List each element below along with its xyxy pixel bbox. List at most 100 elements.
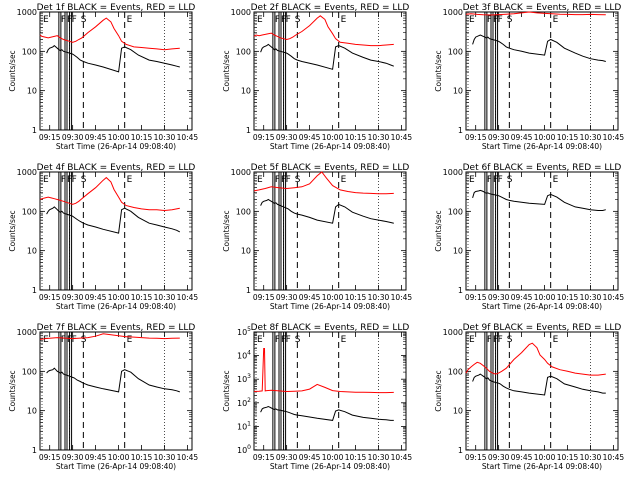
- x-tick-label: 10:00: [534, 133, 556, 142]
- x-tick-label: 09:45: [511, 133, 533, 142]
- y-tick-label: 10: [453, 247, 463, 256]
- x-tick-label: 09:30: [62, 453, 84, 462]
- y-tick-label: 103: [237, 373, 251, 384]
- y-tick-label: 1000: [17, 168, 37, 177]
- marker-letter: E: [341, 175, 347, 185]
- marker-letter: F: [275, 15, 280, 25]
- y-axis-label: Counts/sec: [434, 370, 443, 411]
- y-tick-label: 100: [22, 207, 37, 216]
- marker-letter: F: [493, 175, 498, 185]
- panel-title: Det 6f BLACK = Events, RED = LLD: [463, 163, 622, 173]
- x-tick-label: 10:15: [557, 293, 579, 302]
- marker-letter: F: [67, 175, 72, 185]
- marker-letter: F: [286, 15, 291, 25]
- detector-panel-7: Det 7f BLACK = Events, RED = LLD 1 10 100 10…: [8, 323, 198, 471]
- y-tick-label: 100: [22, 47, 37, 56]
- y-tick-label: 1000: [443, 328, 463, 337]
- y-tick-label: 1: [458, 446, 463, 455]
- series-line-lld: [465, 342, 606, 376]
- x-axis-label: Start Time (26-Apr-14 09:08:40): [482, 142, 602, 151]
- series-line-events: [260, 43, 394, 70]
- marker-letter: F: [275, 175, 280, 185]
- marker-letter: F: [61, 335, 66, 345]
- x-tick-label: 10:00: [322, 293, 344, 302]
- marker-letter: E: [127, 175, 133, 185]
- detector-panel-9: Det 9f BLACK = Events, RED = LLD 1 10 100 10…: [434, 323, 624, 471]
- y-tick-label: 1000: [443, 8, 463, 17]
- y-axis-label: Counts/sec: [8, 370, 17, 411]
- x-tick-label: 10:45: [391, 293, 413, 302]
- y-axis-label: Counts/sec: [434, 50, 443, 91]
- x-tick-label: 10:30: [368, 293, 390, 302]
- y-tick-label: 105: [237, 326, 251, 337]
- y-tick-label: 1: [32, 126, 37, 135]
- x-axis-label: Start Time (26-Apr-14 09:08:40): [56, 142, 176, 151]
- marker-letter: F: [498, 15, 503, 25]
- panel-title: Det 4f BLACK = Events, RED = LLD: [37, 163, 196, 173]
- y-tick-label: 10: [27, 87, 37, 96]
- x-tick-label: 09:30: [276, 293, 298, 302]
- x-tick-label: 09:15: [465, 133, 487, 142]
- x-tick-label: 10:30: [368, 133, 390, 142]
- x-tick-label: 09:30: [276, 133, 298, 142]
- marker-letter: F: [493, 335, 498, 345]
- x-tick-label: 10:00: [534, 293, 556, 302]
- x-tick-label: 10:00: [534, 453, 556, 462]
- x-tick-label: 09:30: [276, 453, 298, 462]
- y-tick-label: 10: [241, 87, 251, 96]
- marker-letter: E: [553, 15, 559, 25]
- marker-letter: E: [553, 175, 559, 185]
- marker-letter: F: [61, 175, 66, 185]
- y-tick-label: 100: [237, 444, 251, 455]
- y-tick-label: 1000: [443, 168, 463, 177]
- panel-title: Det 1f BLACK = Events, RED = LLD: [37, 3, 196, 13]
- series-line-events: [472, 373, 606, 396]
- marker-letter: S: [295, 15, 301, 25]
- x-tick-label: 10:15: [131, 453, 153, 462]
- x-tick-label: 10:30: [580, 293, 602, 302]
- x-tick-label: 09:30: [488, 133, 510, 142]
- x-tick-label: 10:45: [177, 133, 199, 142]
- panel-title: Det 5f BLACK = Events, RED = LLD: [251, 163, 410, 173]
- marker-letter: E: [43, 15, 49, 25]
- marker-letter: S: [507, 175, 513, 185]
- y-axis-label: Counts/sec: [8, 210, 17, 251]
- marker-letter: S: [81, 335, 87, 345]
- x-tick-label: 10:30: [580, 133, 602, 142]
- y-axis-label: Counts/sec: [222, 370, 231, 411]
- marker-letter: F: [281, 15, 286, 25]
- marker-letter: S: [81, 175, 87, 185]
- marker-letter: E: [43, 175, 49, 185]
- series-line-events: [46, 367, 180, 393]
- y-tick-label: 104: [237, 350, 251, 361]
- series-line-events: [472, 189, 606, 211]
- marker-letter: E: [341, 335, 347, 345]
- y-tick-label: 100: [448, 207, 463, 216]
- marker-letter: F: [72, 175, 77, 185]
- y-tick-label: 1000: [17, 328, 37, 337]
- marker-letter: E: [341, 15, 347, 25]
- y-tick-label: 100: [236, 47, 251, 56]
- marker-letter: F: [487, 335, 492, 345]
- y-tick-label: 100: [448, 47, 463, 56]
- x-tick-label: 09:15: [39, 453, 61, 462]
- y-tick-label: 1000: [231, 8, 251, 17]
- x-tick-label: 10:30: [580, 453, 602, 462]
- y-tick-label: 101: [237, 420, 251, 431]
- x-tick-label: 09:15: [465, 293, 487, 302]
- x-tick-label: 10:30: [368, 453, 390, 462]
- x-axis-label: Start Time (26-Apr-14 09:08:40): [56, 462, 176, 471]
- marker-letter: E: [469, 335, 475, 345]
- marker-letter: E: [257, 335, 263, 345]
- x-tick-label: 10:45: [603, 133, 625, 142]
- x-tick-label: 09:45: [85, 293, 107, 302]
- y-tick-label: 100: [448, 367, 463, 376]
- marker-letter: F: [286, 335, 291, 345]
- x-tick-label: 10:00: [108, 453, 130, 462]
- panel-title: Det 9f BLACK = Events, RED = LLD: [463, 323, 622, 333]
- marker-letter: F: [487, 175, 492, 185]
- marker-letter: E: [469, 175, 475, 185]
- marker-letter: E: [127, 335, 133, 345]
- y-tick-label: 1000: [17, 8, 37, 17]
- series-line-lld: [253, 15, 394, 47]
